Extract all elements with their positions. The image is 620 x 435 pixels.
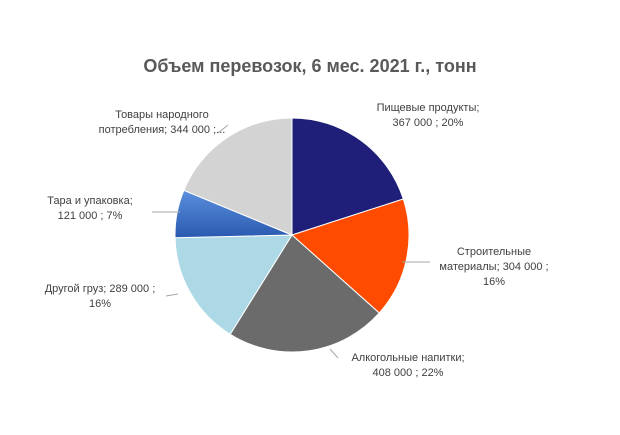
data-label-1: Пищевые продукты; 367 000 ; 20%: [377, 102, 480, 129]
data-label-line: Пищевые продукты;: [377, 102, 480, 114]
data-label-line: 367 000 ; 20%: [393, 117, 464, 129]
data-label-3: Алкогольные напитки; 408 000 ; 22%: [351, 352, 464, 379]
data-label-6: Товары народного потребления; 344 000 ;..…: [99, 109, 226, 136]
data-label-line: 121 000 ; 7%: [58, 210, 123, 222]
data-label-line: 408 000 ; 22%: [373, 367, 444, 379]
data-label-5: Тара и упаковка; 121 000 ; 7%: [47, 195, 133, 222]
pie-slice-2: [291, 198, 410, 314]
data-label-line: 16%: [483, 276, 505, 288]
data-label-line: 16%: [89, 298, 111, 310]
data-label-line: Алкогольные напитки;: [351, 352, 464, 364]
pie-slice-6: [183, 117, 293, 236]
data-label-line: материалы; 304 000 ;: [439, 261, 548, 273]
data-label-line: Строительные: [457, 246, 531, 258]
leader-line-3: [329, 348, 339, 359]
data-label-line: потребления; 344 000 ;...: [99, 124, 226, 136]
pie-slice-3: [229, 234, 380, 353]
chart-title: Объем перевозок, 6 мес. 2021 г., тонн: [143, 56, 477, 76]
data-label-line: Другой груз; 289 000 ;: [45, 283, 156, 295]
data-label-4: Другой груз; 289 000 ; 16%: [45, 283, 156, 310]
data-label-line: Тара и упаковка;: [47, 195, 133, 207]
leader-line-6: [217, 124, 229, 134]
data-label-line: Товары народного: [115, 109, 209, 121]
leader-line-4: [165, 293, 179, 297]
pie-slice-4: [174, 234, 293, 335]
data-label-2: Строительные материалы; 304 000 ; 16%: [439, 246, 548, 288]
pie-slice-1: [291, 117, 404, 236]
